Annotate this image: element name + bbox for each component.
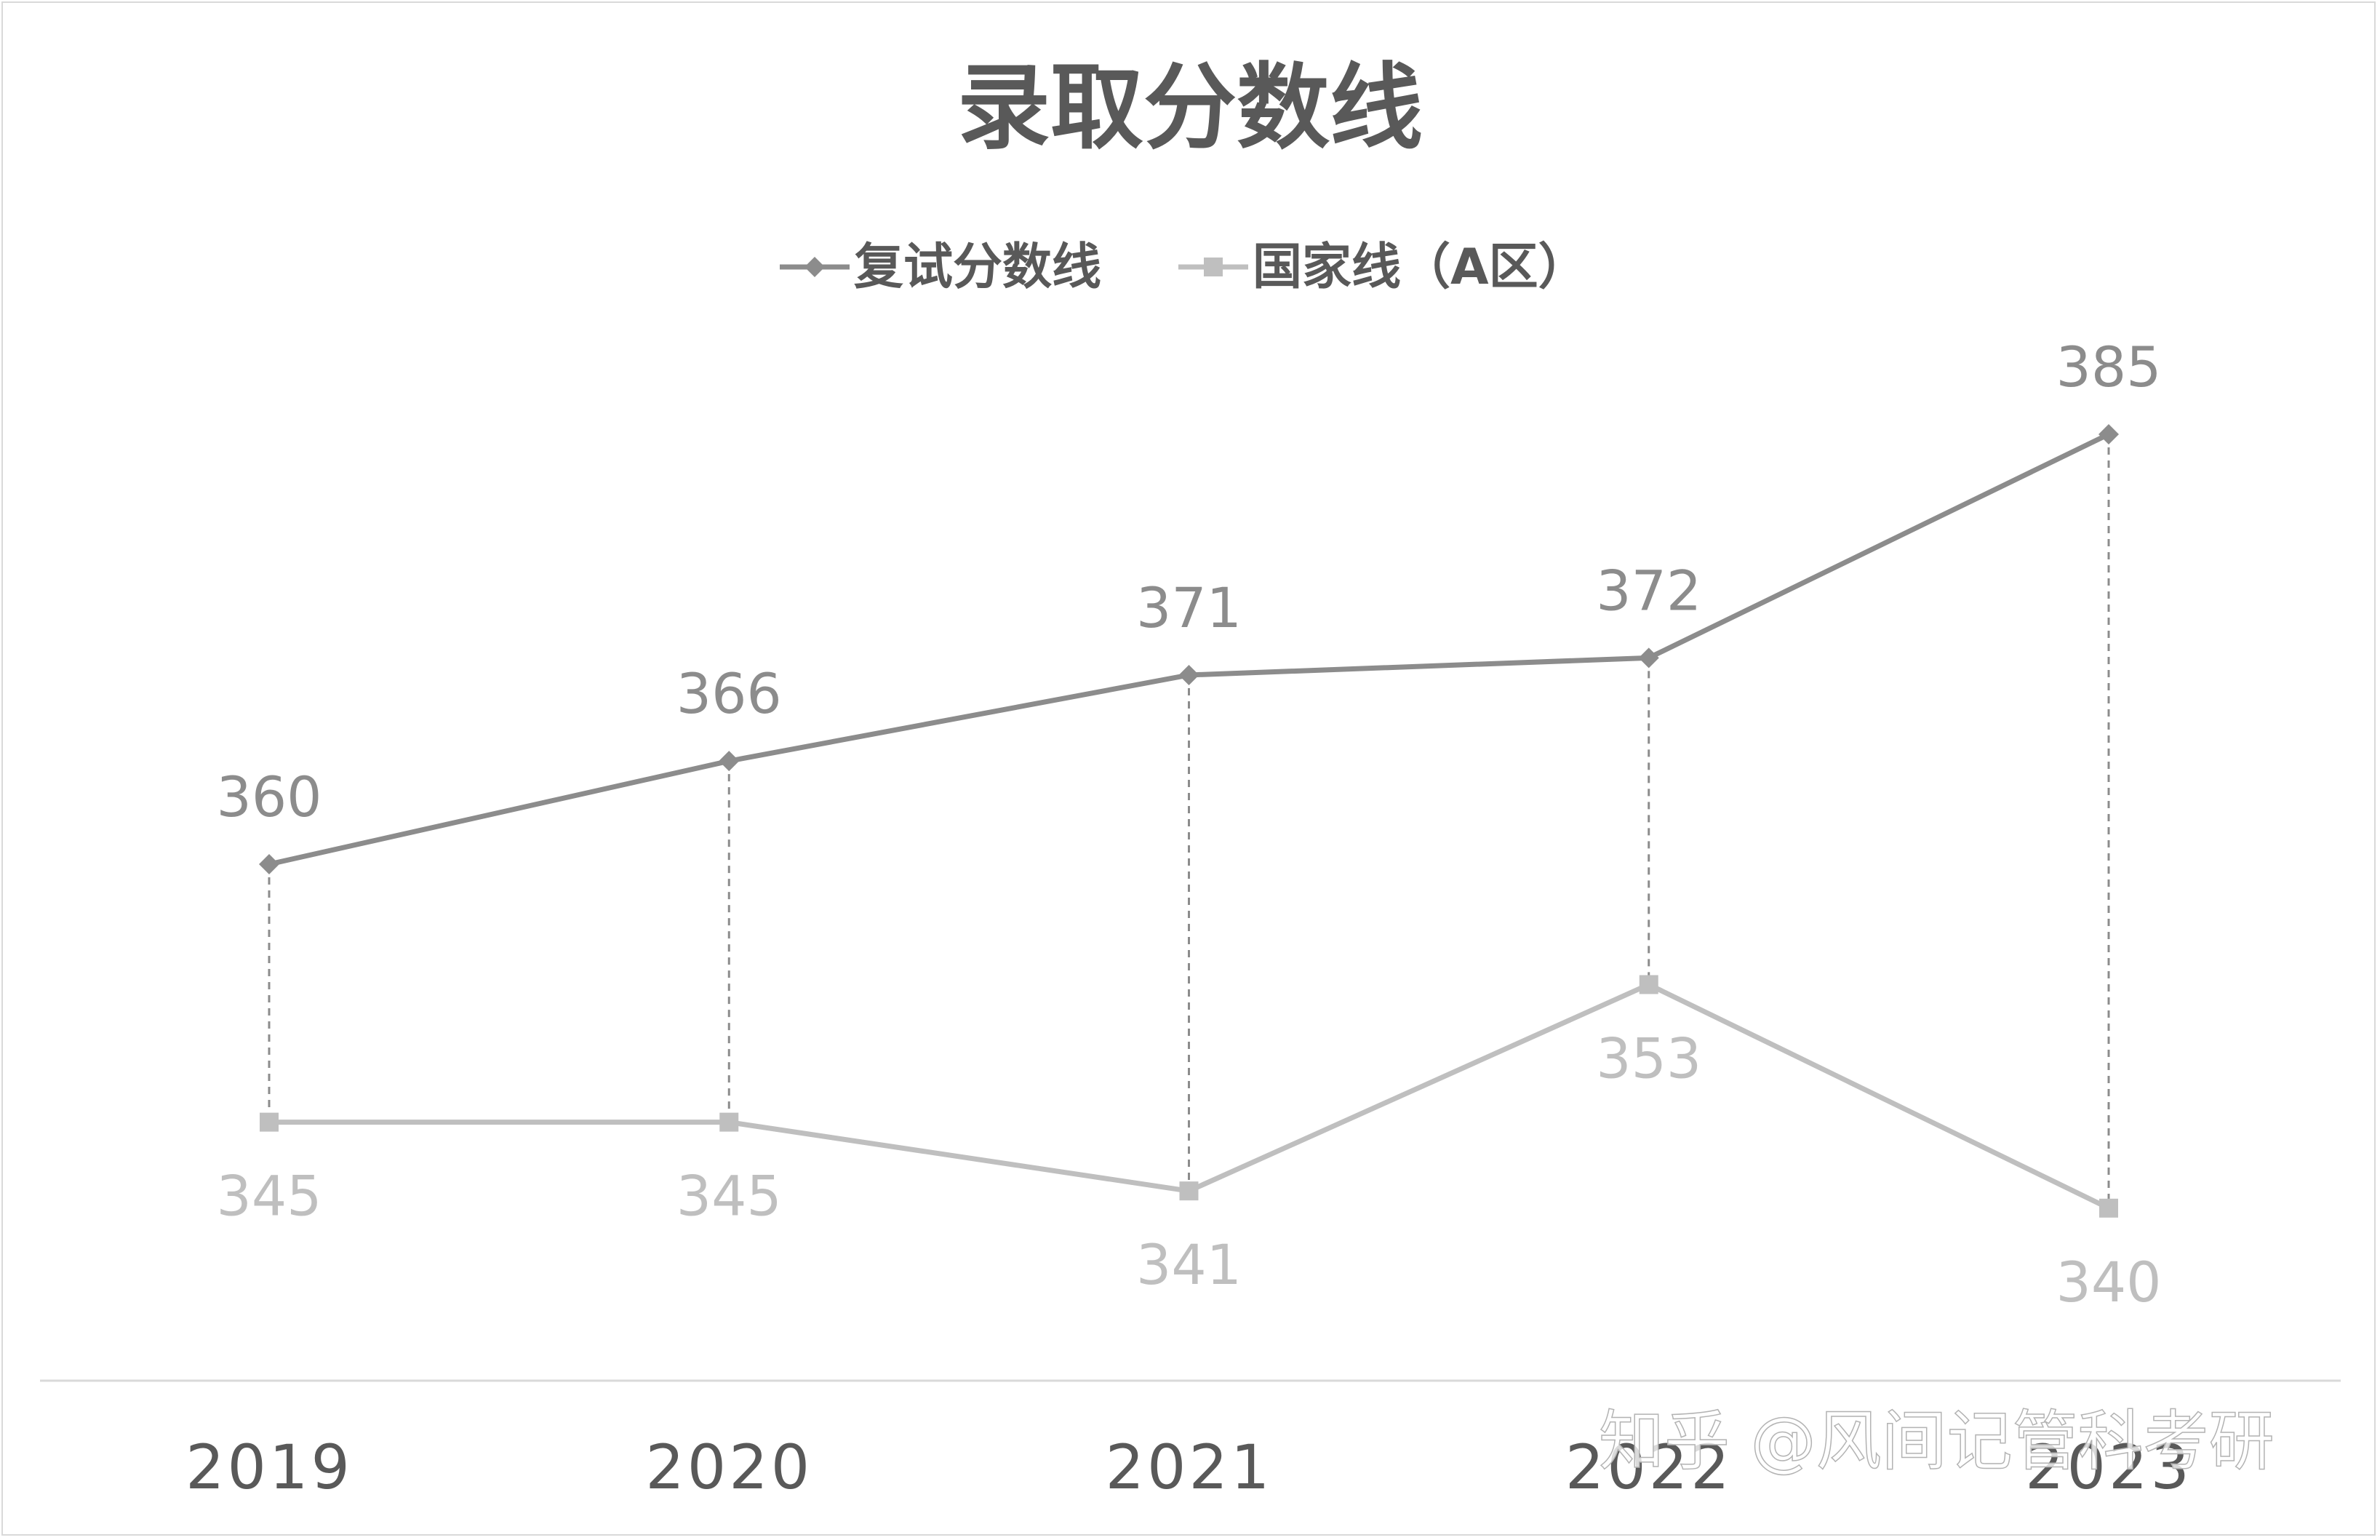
data-label-series-1-2021: 371 [1136, 575, 1242, 640]
x-tick-label-2019: 2019 [185, 1432, 353, 1503]
data-label-series-2-2022: 353 [1596, 1026, 1701, 1090]
series-markers [259, 424, 2119, 1218]
chart-title: 录取分数线 [957, 54, 1423, 162]
drop-lines [268, 434, 2110, 1208]
x-tick-label-2022: 2022 [1565, 1432, 1733, 1503]
series-2-point-2021 [1179, 1181, 1199, 1201]
series-1-point-2020 [719, 751, 740, 772]
data-labels: 360 366 371 372 385 345 345 341 353 340 [216, 335, 2161, 1314]
data-label-series-1-2022: 372 [1596, 558, 1701, 623]
series-2-point-2023 [2099, 1198, 2118, 1218]
series-2-point-2020 [719, 1112, 739, 1132]
data-label-series-1-2023: 385 [2056, 335, 2161, 399]
data-label-series-2-2021: 341 [1136, 1232, 1242, 1297]
legend-item-series-2: 国家线（A区） [1178, 239, 1588, 296]
watermark: 知乎 @风间记管科考研 [1599, 1403, 2275, 1480]
legend-item-series-1: 复试分数线 [780, 239, 1101, 296]
x-tick-label-2020: 2020 [645, 1432, 812, 1503]
series-2-point-2022 [1639, 975, 1658, 994]
legend-label-series-2: 国家线（A区） [1253, 239, 1588, 296]
data-label-series-2-2019: 345 [216, 1164, 322, 1229]
series-1-point-2021 [1178, 664, 1199, 685]
x-tick-label-2023: 2023 [2025, 1432, 2192, 1503]
data-label-series-2-2023: 340 [2056, 1250, 2161, 1314]
series-1-point-2023 [2099, 424, 2119, 444]
legend-label-series-1: 复试分数线 [854, 239, 1101, 296]
x-tick-label-2021: 2021 [1106, 1432, 1273, 1503]
series-1-point-2019 [259, 854, 279, 874]
data-label-series-1-2019: 360 [216, 765, 322, 829]
data-label-series-2-2020: 345 [676, 1164, 782, 1229]
legend-diamond-icon [804, 257, 825, 277]
x-axis-ticks: 2019 2020 2021 2022 2023 [185, 1432, 2192, 1503]
legend-square-icon [1204, 258, 1223, 276]
legend: 复试分数线 国家线（A区） [780, 239, 1588, 296]
data-label-series-1-2020: 366 [676, 661, 782, 726]
series-1-point-2022 [1638, 647, 1659, 669]
series-2-point-2019 [260, 1112, 279, 1132]
